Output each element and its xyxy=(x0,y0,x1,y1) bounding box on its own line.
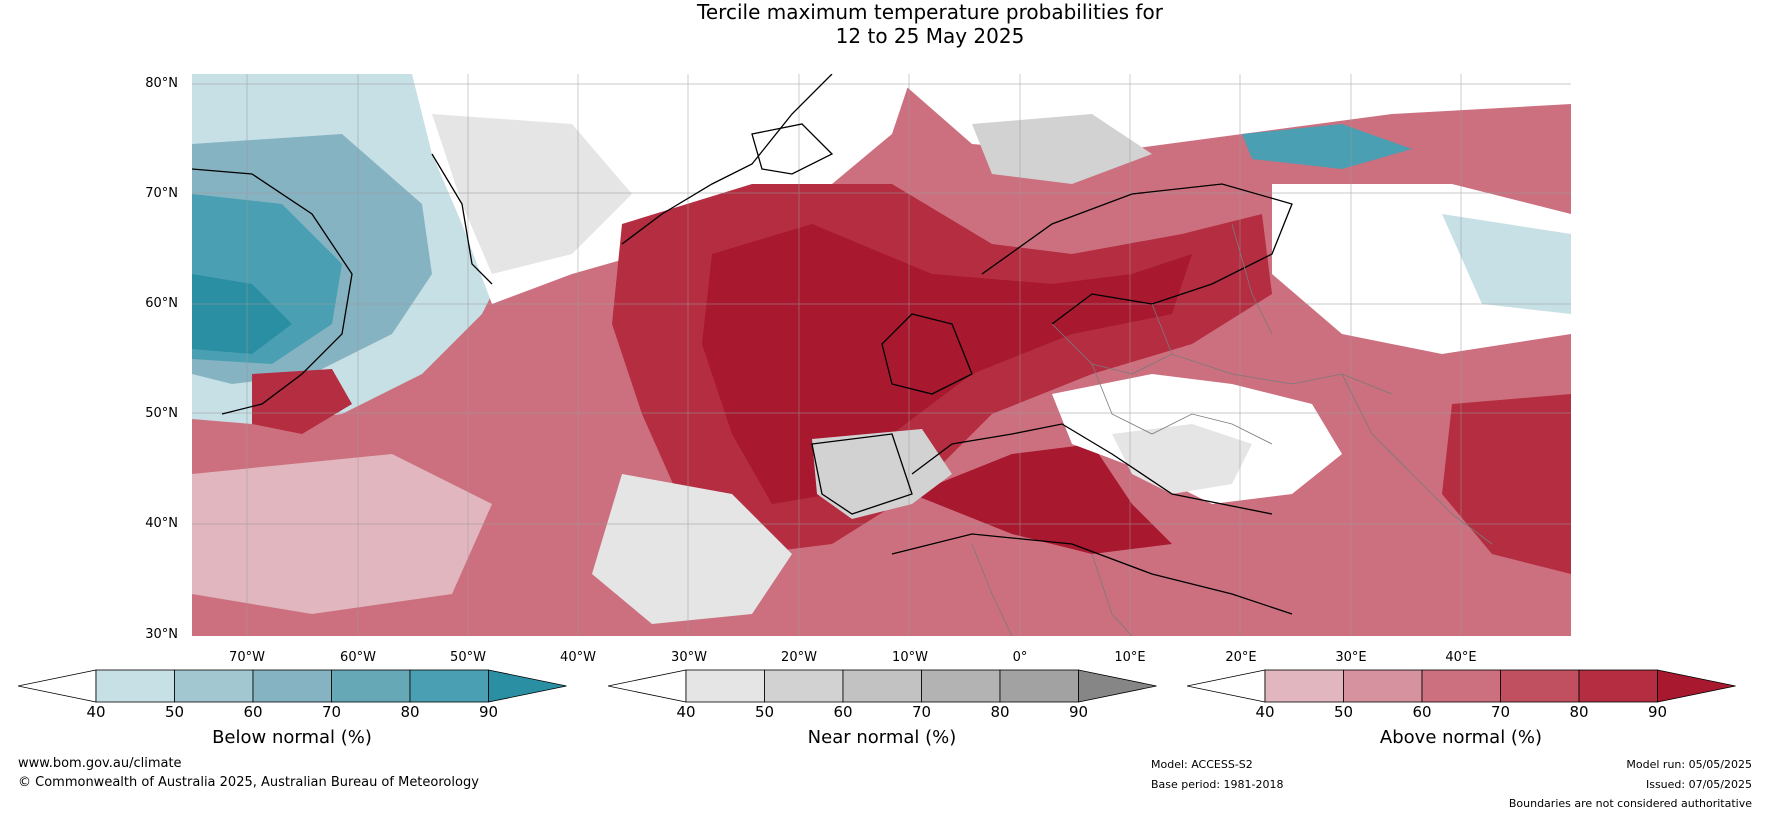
map-grid xyxy=(192,74,1571,636)
mediterranean-above xyxy=(912,444,1172,554)
colorbar-label-near: Near normal (%) xyxy=(807,727,957,748)
balkans-near-normal xyxy=(1112,424,1252,494)
colorbar-segment xyxy=(409,669,489,703)
lon-label: 40°W xyxy=(560,650,596,665)
issued-text: Issued: 07/05/2025 xyxy=(1645,778,1752,791)
colorbar-segment xyxy=(488,669,567,703)
lon-label: 10°E xyxy=(1114,650,1146,665)
colorbar-segment xyxy=(174,669,254,703)
colorbar-segment xyxy=(921,669,1001,703)
colorbar-segment xyxy=(331,669,411,703)
chart-title: Tercile maximum temperature probabilitie… xyxy=(0,0,1770,48)
colorbar-tick-label: 70 xyxy=(1490,703,1511,721)
disclaimer-text: Boundaries are not considered authoritat… xyxy=(1508,797,1752,810)
probability-map xyxy=(192,74,1571,636)
colorbar-segment xyxy=(999,669,1079,703)
website-text: www.bom.gov.au/climate xyxy=(18,756,182,771)
colorbar-tick-label: 80 xyxy=(400,703,420,721)
model-run-text: Model run: 05/05/2025 xyxy=(1626,758,1752,771)
north-africa-near-normal xyxy=(592,474,792,624)
colorbar-below-normal xyxy=(18,669,567,703)
colorbar-segment xyxy=(764,669,844,703)
base-period-text: Base period: 1981-2018 xyxy=(1151,778,1284,791)
colorbar-tick-label: 80 xyxy=(990,703,1010,721)
colorbar-tick-label: 70 xyxy=(321,703,342,721)
lon-label: 30°E xyxy=(1335,650,1367,665)
colorbar-segment xyxy=(1578,669,1658,703)
lat-label: 80°N xyxy=(145,76,178,91)
colorbar-segment xyxy=(95,669,175,703)
colorbar-segment xyxy=(252,669,332,703)
colorbar-tick-label: 90 xyxy=(1647,703,1668,721)
colorbar-segment xyxy=(1264,669,1344,703)
colorbar-segment xyxy=(842,669,922,703)
colorbar-tick-label: 40 xyxy=(676,703,696,721)
arctic-near-normal xyxy=(972,114,1152,184)
colorbar-tick-label: 50 xyxy=(164,703,185,721)
colorbar-tick-label: 70 xyxy=(911,703,932,721)
russia-below xyxy=(1442,214,1571,314)
colorbar-label-above: Above normal (%) xyxy=(1379,727,1543,748)
model-text: Model: ACCESS-S2 xyxy=(1151,758,1253,771)
lat-label: 30°N xyxy=(145,627,178,642)
coastlines xyxy=(192,74,1293,615)
colorbar-segment xyxy=(1078,669,1157,703)
lat-label: 40°N xyxy=(145,516,178,531)
lat-label: 70°N xyxy=(145,186,178,201)
lon-label: 20°E xyxy=(1225,650,1257,665)
lon-label: 0° xyxy=(1012,650,1028,665)
colorbar-tick-label: 50 xyxy=(754,703,775,721)
lon-label: 50°W xyxy=(450,650,486,665)
lon-label: 30°W xyxy=(671,650,707,665)
title-line-1: Tercile maximum temperature probabilitie… xyxy=(697,0,1163,24)
title-line-2: 12 to 25 May 2025 xyxy=(835,24,1025,48)
colorbar-segment xyxy=(1187,669,1266,703)
colorbar-segment xyxy=(18,669,97,703)
colorbar-segment xyxy=(608,669,687,703)
colorbar-tick-label: 90 xyxy=(1068,703,1089,721)
greenland-near-normal xyxy=(432,114,632,274)
colorbar-tick-label: 50 xyxy=(1333,703,1354,721)
copyright-text: © Commonwealth of Australia 2025, Austra… xyxy=(18,775,479,790)
colorbar-tick-label: 60 xyxy=(1412,703,1432,721)
colorbar-segment xyxy=(1421,669,1501,703)
middle-east-above xyxy=(1442,394,1571,574)
colorbar-tick-label: 80 xyxy=(1569,703,1589,721)
southwest-above-strong xyxy=(252,369,352,434)
lat-label: 60°N xyxy=(145,296,178,311)
iberia-near-normal xyxy=(812,429,952,519)
country-borders xyxy=(971,223,1493,636)
atlantic-above-core xyxy=(702,224,1192,504)
lon-label: 60°W xyxy=(340,650,376,665)
lon-label: 20°W xyxy=(781,650,817,665)
colorbar-segment xyxy=(685,669,765,703)
lat-label: 50°N xyxy=(145,406,178,421)
below-normal-region-max xyxy=(192,274,292,354)
south-above-light xyxy=(192,454,492,614)
colorbar-segment xyxy=(1657,669,1736,703)
colorbar-label-below: Below normal (%) xyxy=(212,727,372,748)
colorbar-above-normal xyxy=(1187,669,1736,703)
colorbar-near-normal xyxy=(608,669,1157,703)
colorbar-tick-label: 60 xyxy=(243,703,263,721)
colorbar-tick-label: 40 xyxy=(86,703,106,721)
colorbar-segment xyxy=(1343,669,1423,703)
lon-label: 70°W xyxy=(229,650,265,665)
barents-below xyxy=(1242,124,1412,169)
colorbar-tick-label: 40 xyxy=(1255,703,1275,721)
colorbar-tick-label: 90 xyxy=(478,703,499,721)
lon-label: 40°E xyxy=(1445,650,1477,665)
colorbar-segment xyxy=(1500,669,1580,703)
colorbar-tick-label: 60 xyxy=(833,703,853,721)
lon-label: 10°W xyxy=(892,650,928,665)
